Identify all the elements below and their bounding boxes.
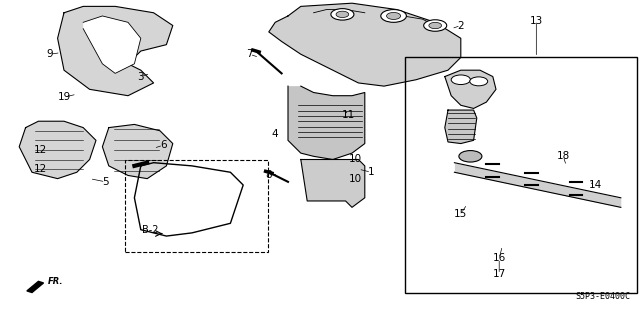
Text: 9: 9: [47, 49, 53, 59]
Text: 4: 4: [272, 129, 278, 139]
Polygon shape: [83, 16, 141, 73]
Polygon shape: [301, 160, 365, 207]
Polygon shape: [27, 281, 44, 293]
Text: 7: 7: [246, 49, 253, 59]
Polygon shape: [269, 3, 461, 86]
Text: 10: 10: [349, 174, 362, 184]
Text: 13: 13: [530, 16, 543, 26]
Circle shape: [470, 77, 488, 86]
Text: 12: 12: [34, 145, 47, 155]
Text: 10: 10: [349, 154, 362, 165]
Circle shape: [451, 75, 470, 85]
Text: 1: 1: [368, 167, 374, 177]
Text: 6: 6: [160, 140, 166, 150]
Circle shape: [429, 22, 442, 29]
Text: FR.: FR.: [48, 277, 63, 286]
Text: B-2: B-2: [142, 225, 159, 235]
Text: 2: 2: [458, 20, 464, 31]
Bar: [405, 57, 637, 293]
Text: 5: 5: [102, 177, 109, 187]
Bar: [125, 160, 268, 252]
Polygon shape: [58, 6, 173, 96]
Polygon shape: [445, 70, 496, 108]
Text: 15: 15: [454, 209, 467, 219]
Circle shape: [381, 10, 406, 22]
Text: 11: 11: [342, 110, 355, 120]
Text: 16: 16: [493, 253, 506, 263]
Circle shape: [459, 151, 482, 162]
Text: 18: 18: [557, 151, 570, 161]
Text: 17: 17: [493, 269, 506, 279]
Circle shape: [331, 9, 354, 20]
Polygon shape: [445, 110, 477, 144]
Text: 12: 12: [34, 164, 47, 174]
Circle shape: [387, 12, 401, 19]
Polygon shape: [102, 124, 173, 179]
Text: S5P3-E0400C: S5P3-E0400C: [575, 293, 630, 301]
Text: 14: 14: [589, 180, 602, 190]
Text: 8: 8: [266, 170, 272, 181]
Text: 19: 19: [58, 92, 70, 102]
Text: 3: 3: [138, 71, 144, 82]
Circle shape: [424, 20, 447, 31]
Circle shape: [336, 11, 349, 18]
Polygon shape: [19, 121, 96, 179]
Polygon shape: [288, 86, 365, 160]
